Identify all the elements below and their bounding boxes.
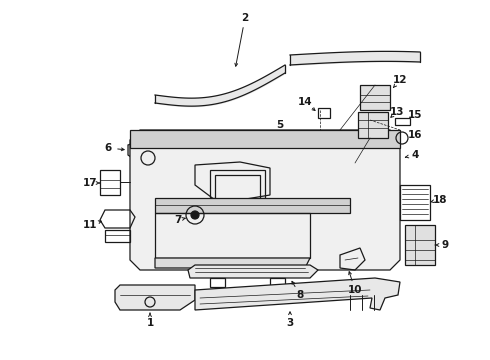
Text: 7: 7 xyxy=(174,215,182,225)
Text: 6: 6 xyxy=(104,143,112,153)
Text: 15: 15 xyxy=(408,110,422,120)
Text: 18: 18 xyxy=(433,195,447,205)
Text: 11: 11 xyxy=(83,220,97,230)
Text: 8: 8 xyxy=(296,290,304,300)
Text: 1: 1 xyxy=(147,318,154,328)
Polygon shape xyxy=(128,138,160,162)
Polygon shape xyxy=(195,278,400,310)
Text: 10: 10 xyxy=(348,285,362,295)
Polygon shape xyxy=(360,85,390,110)
Polygon shape xyxy=(115,285,195,310)
Text: 12: 12 xyxy=(393,75,407,85)
Polygon shape xyxy=(405,225,435,265)
Text: 16: 16 xyxy=(408,130,422,140)
Polygon shape xyxy=(155,258,310,268)
Text: 9: 9 xyxy=(441,240,448,250)
Text: 4: 4 xyxy=(411,150,418,160)
Text: 5: 5 xyxy=(276,120,284,130)
Polygon shape xyxy=(358,112,388,138)
Text: 14: 14 xyxy=(298,97,312,107)
Polygon shape xyxy=(155,198,350,213)
Text: 3: 3 xyxy=(286,318,294,328)
Circle shape xyxy=(191,211,199,219)
Polygon shape xyxy=(130,130,400,270)
Text: 2: 2 xyxy=(242,13,248,23)
Text: 17: 17 xyxy=(83,178,98,188)
Text: 13: 13 xyxy=(390,107,404,117)
Polygon shape xyxy=(130,130,400,148)
Polygon shape xyxy=(188,265,318,278)
